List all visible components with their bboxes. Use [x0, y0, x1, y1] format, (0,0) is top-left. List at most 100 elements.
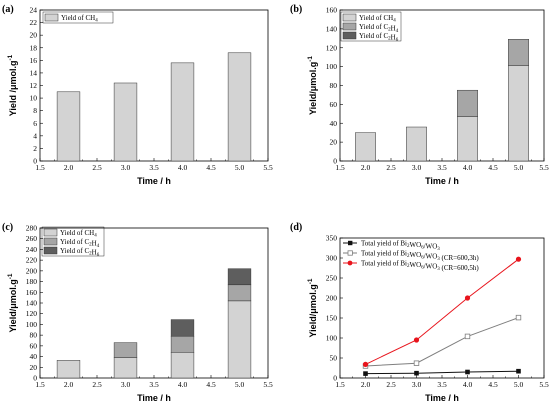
y-tick-label: 14 [30, 68, 38, 77]
data-point [515, 256, 522, 262]
legend-label: Yield of CH4 [359, 14, 396, 24]
legend-swatch [43, 237, 58, 246]
data-point [413, 337, 420, 343]
x-tick-label: 2.0 [64, 163, 74, 172]
bar [227, 52, 252, 162]
bar [56, 360, 81, 379]
x-tick-label: 3.5 [149, 380, 159, 389]
y-tick-label: 8 [33, 106, 37, 115]
x-tick-label: 2.5 [386, 380, 396, 389]
y-tick-label: 0 [333, 157, 337, 166]
legend-swatch [43, 228, 58, 237]
x-tick-label: 3.0 [121, 380, 131, 389]
y-tick-label: 300 [326, 254, 338, 263]
x-tick-label: 4.5 [206, 163, 216, 172]
y-tick-label: 160 [26, 288, 38, 297]
y-tick-label: 40 [330, 119, 338, 128]
legend-swatch [43, 246, 58, 255]
chart-panel-d: (d) 1.5 2.0 2.5 3.0 3.5 4.0 4.5 5.0 5.5 0 50 100 150 2… [290, 222, 549, 403]
legend-swatch [44, 13, 59, 22]
x-tick-label: 5.0 [514, 163, 524, 172]
x-tick-label: 3.5 [437, 163, 447, 172]
x-tick-label: 4.0 [178, 163, 188, 172]
x-tick-label: 5.5 [539, 163, 549, 172]
y-tick-label: 140 [326, 24, 338, 33]
x-tick-label: 2.5 [386, 163, 396, 172]
x-axis-title: Time / h [425, 393, 459, 403]
legend-label: Yield of C2H4 [60, 238, 100, 249]
y-tick-label: 220 [26, 256, 38, 265]
y-tick-label: 200 [326, 294, 338, 303]
legend-label: Yield of C2H6 [60, 247, 100, 258]
y-tick-label: 80 [30, 331, 38, 340]
legend-swatch [342, 13, 357, 22]
x-tick-label: 1.5 [335, 163, 345, 172]
x-tick-label: 1.5 [335, 380, 345, 389]
y-tick-label: 24 [30, 6, 38, 15]
y-tick-label: 18 [30, 43, 38, 52]
legend-marker [347, 250, 353, 256]
data-point [465, 369, 470, 375]
x-tick-label: 3.5 [437, 380, 447, 389]
bar [113, 82, 138, 162]
y-tick-label: 50 [330, 354, 338, 363]
y-tick-label: 350 [326, 234, 338, 243]
y-tick-label: 100 [26, 320, 38, 329]
x-tick-label: 3.0 [121, 163, 131, 172]
x-tick-label: 5.0 [235, 163, 245, 172]
x-tick-label: 5.5 [263, 163, 273, 172]
legend-label: Yield of CH4 [61, 14, 98, 24]
x-tick-label: 1.5 [35, 380, 45, 389]
data-point [464, 333, 471, 340]
legend-label: Total yield of Bi2WO6/WO3 (CR=600,5h) [361, 260, 479, 273]
series-line [365, 317, 519, 367]
x-tick-label: 3.0 [412, 163, 422, 172]
x-tick-label: 3.5 [149, 163, 159, 172]
x-tick-label: 2.0 [64, 380, 74, 389]
y-tick-label: 0 [33, 157, 37, 166]
legend-box [41, 226, 105, 257]
bar [227, 284, 252, 302]
bar [227, 300, 252, 379]
y-tick-label: 260 [26, 234, 38, 243]
data-point [516, 368, 521, 374]
x-tick-label: 4.0 [178, 380, 188, 389]
x-tick-label: 5.5 [263, 380, 273, 389]
x-axis-title: Time / h [137, 393, 171, 403]
x-tick-label: 2.5 [92, 163, 102, 172]
y-tick-label: 60 [30, 341, 38, 350]
x-axis-title: Time / h [425, 176, 459, 186]
bar [170, 335, 195, 353]
legend-box [340, 11, 402, 42]
y-tick-label: 0 [333, 374, 337, 383]
legend-marker [348, 240, 353, 246]
x-tick-label: 4.5 [206, 380, 216, 389]
y-axis-title: Yield/μmol.g-1 [307, 278, 318, 337]
x-axis-title: Time / h [137, 176, 171, 186]
series-line [365, 258, 519, 365]
y-tick-label: 12 [30, 81, 38, 90]
y-tick-label: 140 [26, 299, 38, 308]
data-point [413, 360, 420, 366]
chart-panel-a: (a)1.5 2.0 2.5 3.0 3.5 4.0 4.5 5.0 5.50246810121… [2, 4, 273, 186]
bar [508, 65, 529, 162]
legend-label: Yield of C2H4 [359, 23, 399, 34]
y-tick-label: 60 [330, 100, 338, 109]
bar [113, 357, 138, 379]
legend-swatch [342, 22, 357, 31]
legend-label: Yield of C2H6 [359, 32, 399, 43]
bar [56, 91, 81, 162]
y-tick-label: 6 [33, 119, 37, 128]
chart-panel-b: (b) 1.5 2.0 2.5 3.0 3.5 4.0 4.5 5.0 5.5 0 20 40 60 80 1… [290, 4, 549, 186]
y-axis-title: Yield/μmol.g-1 [7, 273, 18, 332]
bar [406, 126, 427, 162]
x-tick-label: 4.0 [463, 163, 473, 172]
data-point [363, 371, 368, 376]
y-tick-label: 20 [30, 363, 38, 372]
y-tick-label: 180 [26, 277, 38, 286]
panel-label: (c) [2, 222, 13, 233]
y-tick-label: 80 [330, 81, 338, 90]
bar [457, 89, 478, 117]
